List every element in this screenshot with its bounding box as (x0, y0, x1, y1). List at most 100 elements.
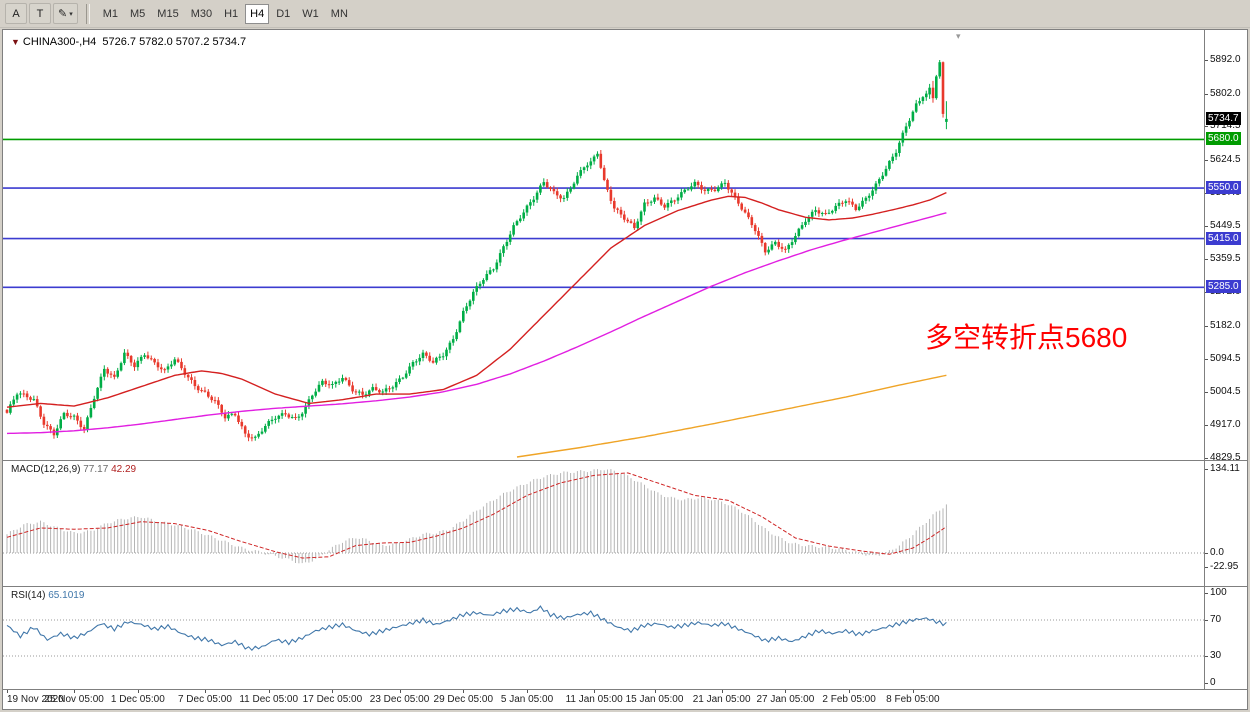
rsi-chart (3, 605, 1204, 657)
price-axis[interactable]: 5892.05802.05714.55624.55537.05449.55359… (1204, 30, 1247, 463)
rsi-tick-label: 0 (1210, 677, 1216, 688)
time-tick-label: 5 Jan 05:00 (500, 694, 554, 705)
macd-main-value: 77.17 (83, 464, 109, 475)
time-tick-label: 27 Jan 05:00 (756, 694, 815, 705)
rsi-value: 65.1019 (48, 590, 85, 601)
tick-mark (1205, 392, 1208, 394)
rsi-tick-label: 70 (1210, 614, 1222, 625)
tick-mark (1205, 553, 1208, 554)
chart-shift-icon[interactable]: ▾ (956, 31, 961, 41)
tick-mark (1205, 160, 1208, 162)
rsi-axis[interactable]: 100 70 30 0 (1204, 587, 1247, 689)
tick-mark (1205, 457, 1208, 459)
tick-mark (1205, 225, 1208, 227)
tick-mark (1205, 593, 1208, 594)
timeframe-m30-button[interactable]: M30 (186, 4, 217, 24)
macd-histogram (6, 469, 947, 564)
price-tick-label: 5004.5 (1210, 386, 1241, 398)
time-tick-label: 7 Dec 05:00 (177, 694, 232, 705)
price-tick-label: 5892.0 (1210, 53, 1241, 65)
timeframe-m15-button[interactable]: M15 (152, 4, 183, 24)
time-tick-label: 17 Dec 05:00 (302, 694, 363, 705)
rsi-label: RSI(14) 65.1019 (11, 590, 84, 601)
tick-mark (1205, 93, 1208, 95)
tool-a-button[interactable]: A (5, 3, 27, 24)
timeframe-mn-button[interactable]: MN (326, 4, 353, 24)
price-level-box: 5550.0 (1206, 181, 1241, 195)
tick-mark (1205, 469, 1208, 471)
tick-mark (1205, 126, 1208, 128)
macd-tick-label: 134.11 (1210, 463, 1240, 475)
chevron-down-icon: ▾ (69, 10, 73, 18)
chart-window: ▼ CHINA300-,H4 5726.7 5782.0 5707.2 5734.… (2, 29, 1248, 710)
price-tick-label: 4829.5 (1210, 451, 1241, 463)
time-tick-mark (204, 690, 206, 693)
time-tick-label: 29 Dec 05:00 (433, 694, 494, 705)
macd-label: MACD(12,26,9) 77.17 42.29 (11, 464, 136, 475)
rsi-panel[interactable]: RSI(14) 65.1019 (3, 587, 1204, 689)
price-level-box: 5415.0 (1206, 231, 1241, 245)
time-tick-label: 2 Feb 05:00 (822, 694, 876, 705)
candles-layer (5, 60, 948, 442)
macd-chart (3, 469, 1204, 564)
rsi-name: RSI(14) (11, 590, 46, 601)
ma-magenta-line (6, 212, 947, 435)
price-tick-label: 5182.0 (1210, 319, 1241, 331)
time-tick-mark (137, 690, 139, 693)
macd-axis[interactable]: 134.11 0.0 -22.95 (1204, 461, 1247, 586)
timeframe-m5-button[interactable]: M5 (125, 4, 150, 24)
time-axis[interactable]: 19 Nov 2020 25 Nov 05:00 1 Dec 05:00 7 Dec … (3, 690, 1247, 709)
tick-mark (1205, 358, 1208, 360)
time-tick-mark (527, 690, 529, 693)
timeframe-m1-button[interactable]: M1 (98, 4, 123, 24)
time-tick-mark (912, 690, 914, 693)
time-tick-label: 23 Dec 05:00 (369, 694, 430, 705)
time-tick-mark (268, 690, 270, 693)
price-tick-label: 5714.5 (1210, 120, 1241, 132)
price-tick-label: 5449.5 (1210, 219, 1241, 231)
tick-mark (1205, 683, 1208, 684)
time-tick-mark (399, 690, 401, 693)
timeframe-d1-button[interactable]: D1 (271, 4, 295, 24)
tick-mark (1205, 59, 1208, 61)
time-tick-label: 8 Feb 05:00 (886, 694, 940, 705)
ma-red-line (6, 191, 947, 408)
time-tick-mark (74, 690, 76, 693)
price-tick-label: 5359.5 (1210, 253, 1241, 265)
ohlc-values: 5726.7 5782.0 5707.2 5734.7 (102, 36, 247, 48)
time-tick-label: 1 Dec 05:00 (110, 694, 165, 705)
price-level-box: 5734.7 (1206, 111, 1241, 125)
macd-panel[interactable]: MACD(12,26,9) 77.17 42.29 (3, 461, 1204, 586)
panel-splitter[interactable] (3, 460, 1247, 461)
timeframe-h1-button[interactable]: H1 (219, 4, 243, 24)
drawing-tools-dropdown[interactable]: ✎ ▾ (53, 3, 78, 24)
price-tick-label: 5802.0 (1210, 87, 1241, 99)
time-tick-mark (785, 690, 787, 693)
timeframe-h4-button[interactable]: H4 (245, 3, 270, 24)
macd-name: MACD(12,26,9) (11, 464, 81, 475)
timeframe-group: M1 M5 M15 M30 H1 H4 D1 W1 MN (97, 3, 354, 24)
tick-mark (1205, 425, 1208, 427)
panel-splitter[interactable] (3, 586, 1247, 587)
time-tick-mark (849, 690, 851, 693)
tick-mark (1205, 656, 1208, 657)
macd-signal-value: 42.29 (111, 464, 137, 475)
time-tick-label: 19 Nov 2020 (7, 694, 64, 705)
time-tick-mark (332, 690, 334, 693)
chart-annotation-text: 多空转折点5680 (925, 322, 1128, 353)
tick-mark (1205, 259, 1208, 261)
time-tick-mark (463, 690, 465, 693)
tool-text-button[interactable]: T (29, 3, 51, 24)
toolbar-separator (85, 3, 90, 24)
panel-splitter[interactable] (3, 689, 1247, 690)
main-chart-canvas[interactable]: ▼ CHINA300-,H4 5726.7 5782.0 5707.2 5734.… (3, 30, 1204, 460)
price-tick-label: 5624.5 (1210, 154, 1241, 166)
timeframe-w1-button[interactable]: W1 (297, 4, 324, 24)
chart-title: ▼ CHINA300-,H4 5726.7 5782.0 5707.2 5734.… (11, 36, 246, 48)
tick-mark (1205, 620, 1208, 621)
macd-tick-label: -22.95 (1210, 561, 1239, 573)
tick-mark (1205, 325, 1208, 327)
pencil-icon: ✎ (58, 8, 68, 20)
rsi-line (6, 605, 947, 652)
